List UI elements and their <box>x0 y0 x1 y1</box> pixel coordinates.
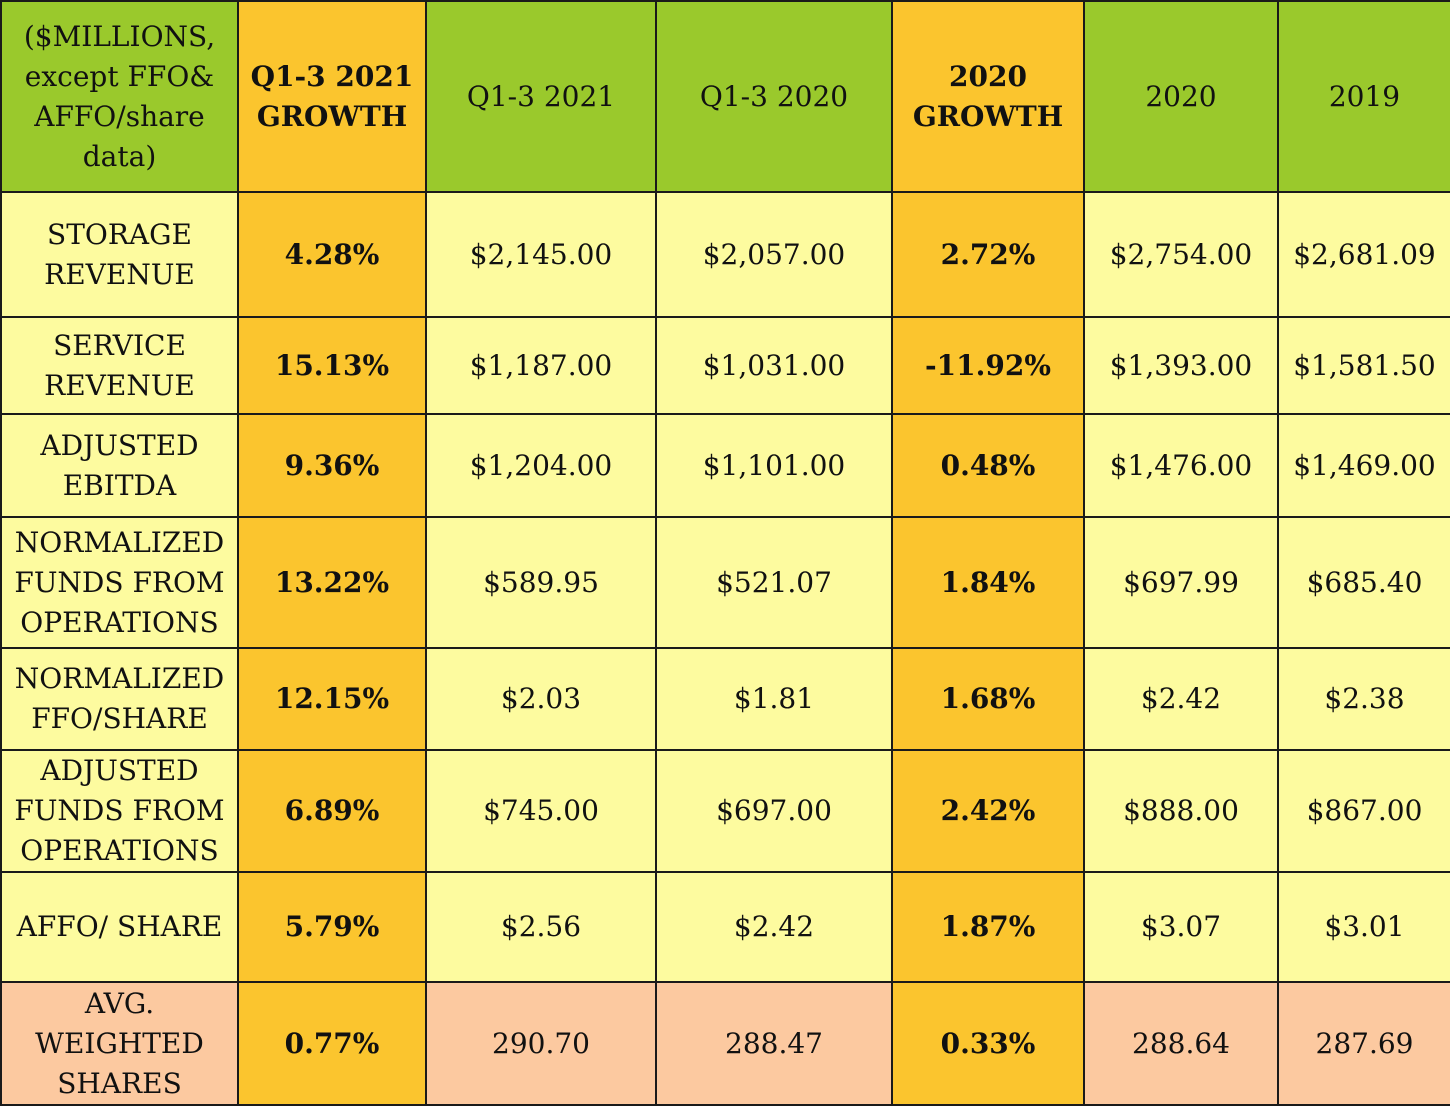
growth-cell: 13.22% <box>237 516 427 649</box>
growth-cell: 0.48% <box>891 413 1085 518</box>
value-cell: $2,057.00 <box>655 191 893 318</box>
header-units: ($MILLIONS, except FFO& AFFO/share data) <box>0 0 239 193</box>
header-2019: 2019 <box>1277 0 1450 193</box>
growth-cell: 9.36% <box>237 413 427 518</box>
growth-cell: 6.89% <box>237 749 427 873</box>
row-label: ADJUSTED EBITDA <box>0 413 239 518</box>
value-cell: $1.81 <box>655 647 893 751</box>
value-cell: $697.00 <box>655 749 893 873</box>
value-cell: $2,681.09 <box>1277 191 1450 318</box>
table-row: AFFO/ SHARE 5.79% $2.56 $2.42 1.87% $3.0… <box>0 871 1450 983</box>
table-row: ADJUSTED EBITDA 9.36% $1,204.00 $1,101.0… <box>0 413 1450 518</box>
growth-cell: 1.84% <box>891 516 1085 649</box>
value-cell: $1,101.00 <box>655 413 893 518</box>
value-cell: $589.95 <box>425 516 657 649</box>
row-label: AFFO/ SHARE <box>0 871 239 983</box>
growth-cell: 5.79% <box>237 871 427 983</box>
value-cell: $1,031.00 <box>655 316 893 415</box>
value-cell: $697.99 <box>1083 516 1279 649</box>
growth-cell: 2.72% <box>891 191 1085 318</box>
row-label: NORMALIZED FFO/SHARE <box>0 647 239 751</box>
growth-cell: 1.87% <box>891 871 1085 983</box>
value-cell: $1,581.50 <box>1277 316 1450 415</box>
value-cell: $3.07 <box>1083 871 1279 983</box>
header-q1-3-2020: Q1-3 2020 <box>655 0 893 193</box>
header-2020: 2020 <box>1083 0 1279 193</box>
growth-cell: 0.33% <box>891 981 1085 1106</box>
row-label: STORAGE REVENUE <box>0 191 239 318</box>
header-row: ($MILLIONS, except FFO& AFFO/share data)… <box>0 0 1450 193</box>
table-row: NORMALIZED FFO/SHARE 12.15% $2.03 $1.81 … <box>0 647 1450 751</box>
value-cell: 287.69 <box>1277 981 1450 1106</box>
value-cell: $2.42 <box>1083 647 1279 751</box>
header-2020-growth: 2020 GROWTH <box>891 0 1085 193</box>
table-row: SERVICE REVENUE 15.13% $1,187.00 $1,031.… <box>0 316 1450 415</box>
growth-cell: 0.77% <box>237 981 427 1106</box>
value-cell: $2.38 <box>1277 647 1450 751</box>
growth-cell: -11.92% <box>891 316 1085 415</box>
value-cell: $1,187.00 <box>425 316 657 415</box>
value-cell: $521.07 <box>655 516 893 649</box>
value-cell: $1,393.00 <box>1083 316 1279 415</box>
growth-cell: 15.13% <box>237 316 427 415</box>
value-cell: $2.56 <box>425 871 657 983</box>
value-cell: $1,469.00 <box>1277 413 1450 518</box>
value-cell: $2.03 <box>425 647 657 751</box>
growth-cell: 1.68% <box>891 647 1085 751</box>
value-cell: 288.47 <box>655 981 893 1106</box>
table-row: STORAGE REVENUE 4.28% $2,145.00 $2,057.0… <box>0 191 1450 318</box>
table-row: NORMALIZED FUNDS FROM OPERATIONS 13.22% … <box>0 516 1450 649</box>
value-cell: $2,754.00 <box>1083 191 1279 318</box>
header-q1-3-2021: Q1-3 2021 <box>425 0 657 193</box>
table-row: ADJUSTED FUNDS FROM OPERATIONS 6.89% $74… <box>0 749 1450 873</box>
value-cell: 290.70 <box>425 981 657 1106</box>
growth-cell: 12.15% <box>237 647 427 751</box>
value-cell: $2,145.00 <box>425 191 657 318</box>
value-cell: $3.01 <box>1277 871 1450 983</box>
value-cell: $888.00 <box>1083 749 1279 873</box>
growth-cell: 4.28% <box>237 191 427 318</box>
value-cell: $2.42 <box>655 871 893 983</box>
row-label: ADJUSTED FUNDS FROM OPERATIONS <box>0 749 239 873</box>
value-cell: $867.00 <box>1277 749 1450 873</box>
value-cell: $1,476.00 <box>1083 413 1279 518</box>
value-cell: 288.64 <box>1083 981 1279 1106</box>
row-label: SERVICE REVENUE <box>0 316 239 415</box>
table-row: AVG. WEIGHTED SHARES 0.77% 290.70 288.47… <box>0 981 1450 1106</box>
row-label: AVG. WEIGHTED SHARES <box>0 981 239 1106</box>
value-cell: $685.40 <box>1277 516 1450 649</box>
row-label: NORMALIZED FUNDS FROM OPERATIONS <box>0 516 239 649</box>
header-q1-3-2021-growth: Q1-3 2021 GROWTH <box>237 0 427 193</box>
value-cell: $1,204.00 <box>425 413 657 518</box>
growth-cell: 2.42% <box>891 749 1085 873</box>
value-cell: $745.00 <box>425 749 657 873</box>
